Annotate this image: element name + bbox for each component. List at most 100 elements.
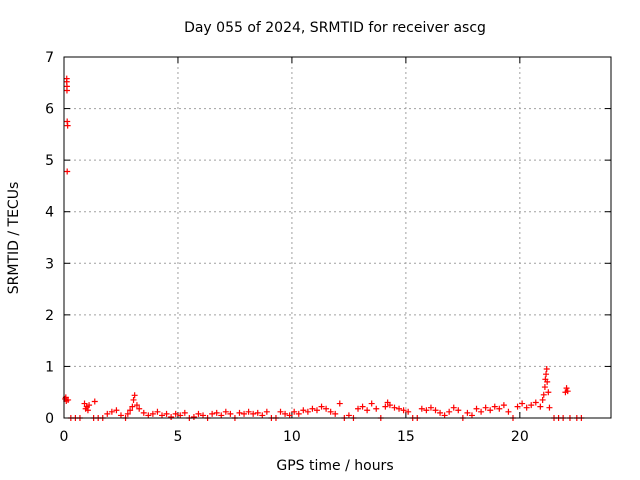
data-point: [209, 410, 216, 417]
data-series-srmtid: [62, 75, 585, 421]
data-point: [441, 412, 448, 419]
y-axis-label: SRMTID / TECUs: [6, 182, 22, 295]
y-tick-label: 6: [45, 102, 54, 118]
data-point: [190, 413, 197, 420]
x-tick-label: 10: [283, 429, 301, 445]
y-tick-label: 0: [45, 411, 54, 427]
y-axis-ticks: 0 1 2 3 4 5 6 7: [45, 50, 611, 427]
y-tick-label: 3: [45, 256, 54, 272]
data-point: [540, 391, 547, 398]
data-point: [539, 396, 546, 403]
data-point: [117, 412, 124, 419]
data-point: [145, 412, 152, 419]
data-point: [464, 409, 471, 416]
data-point: [63, 87, 70, 94]
data-point: [241, 410, 248, 417]
data-point: [405, 408, 412, 415]
data-point: [505, 408, 512, 415]
data-point: [355, 405, 362, 412]
data-point: [195, 410, 202, 417]
data-point: [245, 408, 252, 415]
data-point: [64, 168, 71, 175]
data-point: [496, 405, 503, 412]
data-point: [545, 389, 552, 396]
data-point: [286, 412, 293, 419]
x-tick-label: 20: [511, 429, 529, 445]
data-point: [213, 409, 220, 416]
data-point: [543, 366, 550, 373]
data-point: [437, 409, 444, 416]
data-point: [136, 405, 143, 412]
data-point: [541, 384, 548, 391]
data-point: [140, 409, 147, 416]
data-point: [450, 404, 457, 411]
data-point: [423, 407, 430, 414]
data-point: [130, 396, 137, 403]
data-point: [364, 407, 371, 414]
data-point: [81, 400, 88, 407]
data-point: [432, 407, 439, 414]
data-point: [64, 122, 71, 129]
data-point: [455, 407, 462, 414]
data-point: [277, 408, 284, 415]
x-axis-ticks: 0 5 10 15 20: [60, 57, 529, 445]
data-point: [519, 400, 526, 407]
data-point: [227, 410, 234, 417]
data-point: [546, 404, 553, 411]
data-point: [543, 371, 550, 378]
data-point: [113, 407, 120, 414]
data-point: [523, 404, 530, 411]
data-point: [65, 396, 72, 403]
data-point: [373, 405, 380, 412]
data-point: [200, 412, 207, 419]
data-point: [131, 392, 138, 399]
plot-frame: [63, 56, 612, 419]
data-point: [313, 407, 320, 414]
y-tick-label: 5: [45, 153, 54, 169]
data-point: [309, 405, 316, 412]
data-point: [359, 403, 366, 410]
data-point: [133, 402, 140, 409]
data-point: [254, 409, 261, 416]
data-point: [154, 408, 161, 415]
data-point: [300, 407, 307, 414]
data-point: [86, 402, 93, 409]
chart-title: Day 055 of 2024, SRMTID for receiver asc…: [184, 20, 486, 36]
data-point: [386, 402, 393, 409]
data-point: [91, 398, 98, 405]
data-point: [222, 408, 229, 415]
data-point: [127, 407, 134, 414]
data-point: [514, 403, 521, 410]
data-point: [396, 405, 403, 412]
data-point: [418, 405, 425, 412]
data-point: [564, 388, 571, 395]
data-point: [263, 408, 270, 415]
data-point: [282, 410, 289, 417]
data-point: [368, 400, 375, 407]
data-point: [159, 412, 166, 419]
data-point: [532, 399, 539, 406]
data-point: [177, 412, 184, 419]
data-point: [500, 402, 507, 409]
data-point: [491, 403, 498, 410]
x-tick-label: 5: [173, 429, 182, 445]
data-point: [400, 407, 407, 414]
data-point: [427, 404, 434, 411]
data-point: [84, 407, 91, 414]
data-point: [168, 413, 175, 420]
y-tick-label: 2: [45, 308, 54, 324]
data-point: [259, 412, 266, 419]
data-point: [236, 409, 243, 416]
gridlines: [64, 57, 611, 418]
data-point: [446, 408, 453, 415]
x-tick-label: 0: [60, 429, 69, 445]
data-point: [382, 403, 389, 410]
data-point: [250, 410, 257, 417]
data-point: [563, 385, 570, 392]
data-point: [149, 410, 156, 417]
data-point: [323, 405, 330, 412]
x-tick-label: 15: [397, 429, 415, 445]
data-point: [181, 409, 188, 416]
data-point: [129, 403, 136, 410]
